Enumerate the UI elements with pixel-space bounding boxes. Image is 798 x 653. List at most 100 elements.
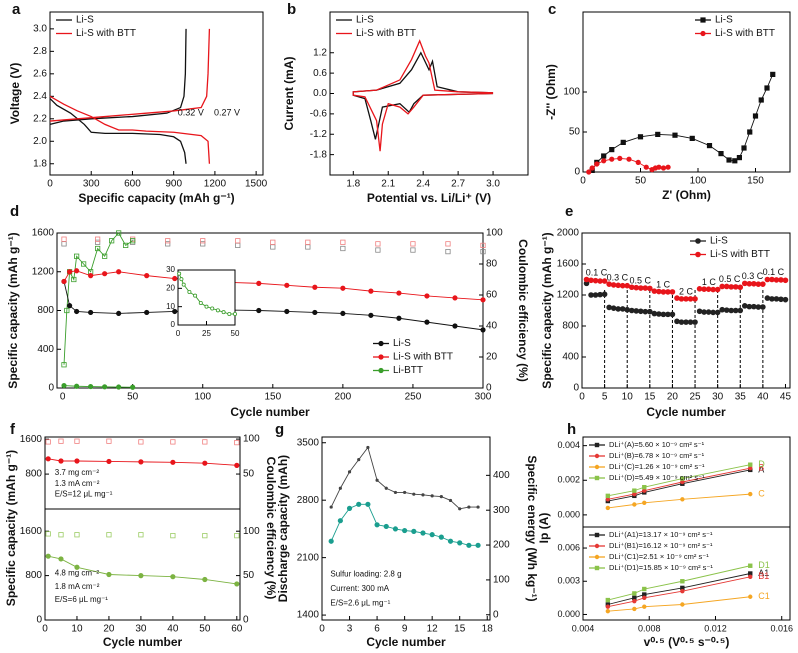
series-end-label: A [758, 464, 764, 474]
data-point [678, 296, 685, 302]
legend-marker [594, 532, 600, 538]
data-point [728, 307, 735, 314]
plot-frame [44, 508, 241, 621]
y-axis-label: Specific capacity (mAh g⁻¹) [4, 450, 18, 606]
x-tick-label: 30 [135, 624, 147, 635]
data-point [438, 534, 444, 540]
data-point [605, 608, 611, 614]
data-point [200, 241, 206, 247]
data-point [758, 97, 764, 103]
data-point [601, 291, 608, 298]
data-point [375, 241, 381, 247]
data-point [752, 113, 759, 119]
y2-tick-label: 100 [243, 434, 260, 445]
data-point [687, 296, 694, 302]
x-tick-label: 0 [579, 392, 585, 403]
data-point [665, 164, 671, 170]
plot-frame [581, 232, 791, 389]
data-point [714, 309, 721, 316]
annotation: 0.3 C [742, 271, 764, 281]
data-point [597, 278, 603, 284]
x-axis-label: Cycle number [646, 405, 726, 419]
legend-marker [594, 565, 600, 571]
x-tick-label: 6 [374, 624, 380, 635]
data-point [457, 540, 463, 546]
data-point [606, 281, 612, 287]
data-point [760, 281, 766, 287]
series-line [352, 39, 494, 152]
data-point [642, 500, 647, 505]
data-point [601, 153, 607, 159]
x-tick-label: 0 [319, 624, 325, 635]
series-line [48, 458, 237, 466]
data-point [588, 292, 594, 298]
annotation: 0.27 V [214, 107, 240, 117]
data-point [403, 490, 407, 495]
y-tick-label: 0 [573, 383, 579, 394]
data-point [45, 553, 51, 559]
legend-label: Li-S with BTT [356, 28, 416, 39]
data-point [58, 532, 64, 538]
series-line [49, 28, 211, 164]
data-point [123, 242, 129, 248]
x-tick-label: 300 [83, 179, 100, 190]
y-tick-label: 1600 [20, 434, 43, 445]
data-point [769, 296, 775, 302]
data-point [628, 284, 635, 291]
data-point [647, 308, 653, 315]
y-tick-label: 0.006 [557, 542, 580, 552]
data-point [109, 238, 115, 244]
data-point [680, 579, 685, 584]
data-point [67, 269, 73, 275]
data-point [95, 239, 101, 245]
data-point [632, 591, 637, 596]
x-tick-label: 9 [402, 624, 408, 635]
legend-marker [594, 442, 600, 448]
y-tick-label: 3500 [297, 437, 320, 448]
data-point [610, 305, 617, 311]
data-point [683, 296, 689, 302]
data-point [74, 564, 80, 570]
data-point [723, 307, 730, 313]
x-tick-label: 3 [347, 624, 353, 635]
annotation: 4.8 mg cm⁻² [55, 568, 100, 577]
data-point [480, 248, 486, 255]
legend-label: Li-S with BTT [393, 352, 453, 363]
y-tick-label: 30 [166, 265, 175, 274]
data-point [480, 297, 486, 303]
data-point [476, 505, 480, 509]
y-tick-label: 1400 [297, 610, 320, 621]
data-point [340, 245, 346, 252]
data-point [74, 532, 80, 538]
data-point [764, 295, 771, 301]
data-point [88, 383, 94, 390]
data-point [445, 241, 451, 247]
x-tick-label: 150 [264, 392, 281, 403]
annotation: 1 C [656, 279, 671, 289]
data-point [480, 242, 486, 248]
data-point [452, 323, 458, 329]
data-point [601, 158, 607, 164]
data-point [74, 308, 80, 315]
data-point [193, 293, 198, 298]
x-tick-label: 3.0 [486, 179, 500, 190]
data-point [144, 309, 150, 316]
y-tick-label: 2100 [297, 552, 320, 563]
data-point [605, 493, 611, 499]
data-point [200, 238, 206, 244]
data-point [669, 289, 676, 295]
y2-axis-label: Coulombic efficiency (%) [264, 457, 278, 600]
x-tick-label: 15 [454, 624, 466, 635]
y-tick-label: 0.6 [313, 68, 327, 79]
x-axis-label: Potential vs. Li/Li⁺ (V) [367, 191, 491, 205]
x-tick-label: 35 [735, 392, 747, 403]
data-point [393, 490, 398, 495]
data-point [588, 277, 594, 284]
data-point [384, 486, 388, 490]
data-point [674, 318, 680, 325]
series-line [48, 555, 237, 585]
series-end-label: D [758, 459, 765, 469]
data-point [592, 277, 599, 284]
legend-marker [594, 543, 600, 549]
series-end-label: A1 [758, 568, 769, 578]
